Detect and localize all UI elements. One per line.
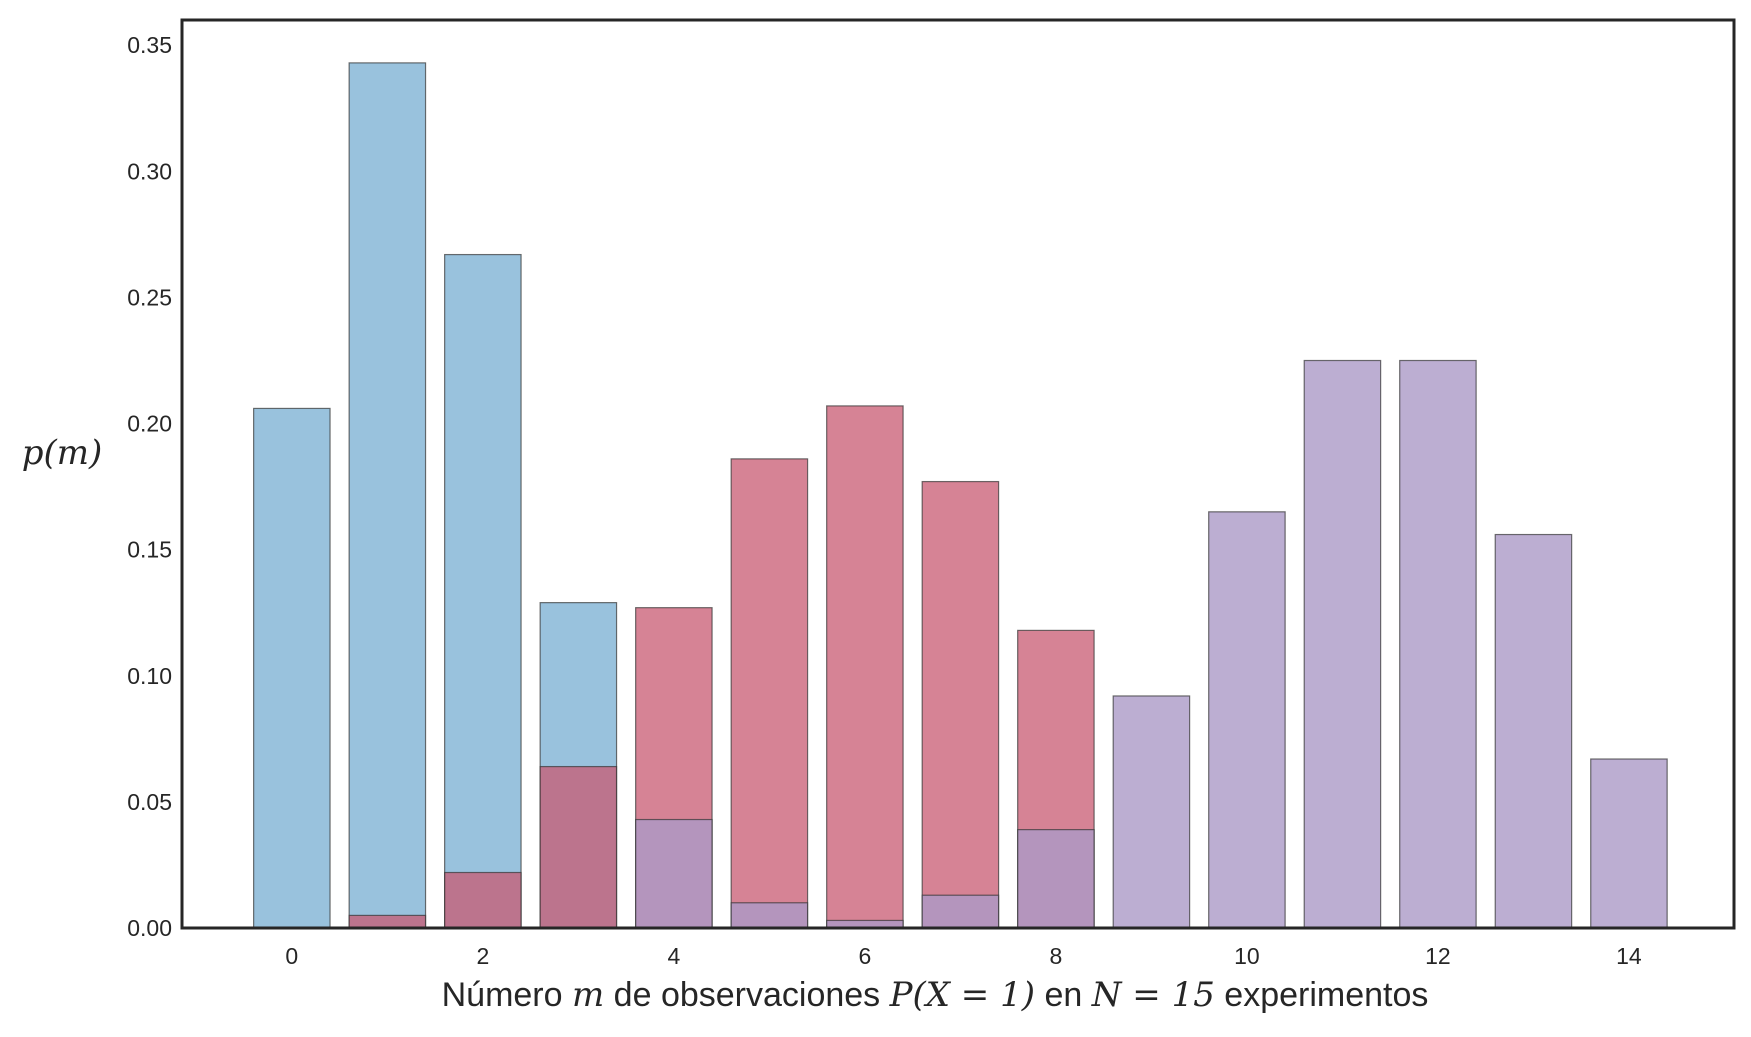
y-tick-label: 0.05 — [127, 789, 172, 815]
x-tick-labels: 0 2 4 6 8 10 12 14 — [285, 943, 1642, 969]
x-axis-label-nexpr: N = 15 — [1091, 975, 1215, 1015]
x-tick-label: 10 — [1234, 943, 1260, 969]
y-tick-label: 0.15 — [127, 537, 172, 563]
bar-series2-m7 — [921, 480, 1000, 929]
bar-series3-m7 — [921, 894, 1000, 929]
bar-series3-m10 — [1208, 511, 1286, 929]
y-tick-label: 0.10 — [127, 663, 172, 689]
y-axis-label-text: p(m) — [22, 433, 103, 473]
bar-series3-m4 — [635, 818, 713, 929]
bar-series3-m11 — [1303, 359, 1382, 929]
bar-series2-m3 — [539, 765, 618, 929]
x-tick-label: 4 — [667, 943, 680, 969]
bar-series2-m5 — [730, 458, 809, 929]
y-axis-label: p(m) — [22, 433, 103, 473]
y-tick-label: 0.30 — [127, 158, 172, 184]
x-axis-label-m: m — [572, 975, 604, 1015]
x-tick-label: 2 — [476, 943, 489, 969]
x-axis-label-mid: de observaciones — [604, 976, 889, 1014]
plot-frame — [180, 18, 1736, 930]
bar-series3-m13 — [1494, 533, 1573, 929]
x-tick-label: 0 — [285, 943, 298, 969]
x-tick-label: 12 — [1425, 943, 1451, 969]
x-axis-label-pre: Número — [442, 976, 572, 1014]
y-tick-label: 0.20 — [127, 411, 172, 437]
bar-series1-m2 — [444, 253, 522, 929]
y-tick-label: 0.35 — [127, 32, 172, 58]
y-tick-label: 0.00 — [127, 915, 172, 941]
bar-series3-m5 — [730, 902, 809, 929]
x-axis-label: Número m de observaciones P(X = 1) en N … — [442, 975, 1429, 1015]
bar-series2-m6 — [826, 405, 904, 929]
y-tick-labels: 0.00 0.05 0.10 0.15 0.20 0.25 0.30 0.35 — [127, 32, 172, 941]
x-axis-label-post: experimentos — [1215, 976, 1429, 1014]
bar-series1-m1 — [348, 62, 427, 929]
bar-series3-m14 — [1590, 758, 1668, 929]
x-axis-label-en: en — [1035, 976, 1092, 1014]
x-tick-label: 6 — [858, 943, 871, 969]
bar-series2-m1 — [348, 914, 427, 929]
bar-series1-m0 — [253, 407, 331, 929]
bar-series3-m12 — [1399, 359, 1477, 929]
x-axis-label-expr: P(X = 1) — [889, 975, 1035, 1015]
bar-series3-m8 — [1017, 829, 1095, 929]
bars-layer — [253, 62, 1668, 929]
bar-series3-m9 — [1112, 695, 1191, 929]
x-tick-label: 8 — [1050, 943, 1063, 969]
bar-series2-m2 — [444, 871, 522, 929]
y-tick-label: 0.25 — [127, 284, 172, 310]
x-tick-label: 14 — [1616, 943, 1642, 969]
